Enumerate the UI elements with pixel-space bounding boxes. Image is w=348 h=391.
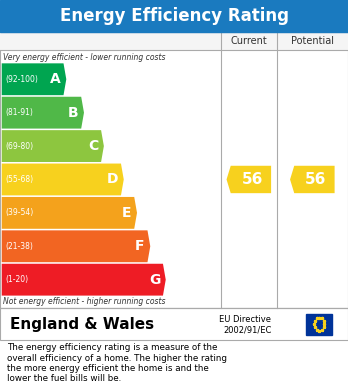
Text: 56: 56 <box>242 172 263 187</box>
Text: 56: 56 <box>305 172 326 187</box>
Text: C: C <box>88 139 98 153</box>
Polygon shape <box>2 230 150 262</box>
Text: England & Wales: England & Wales <box>10 317 155 332</box>
Point <box>219 30 223 34</box>
Polygon shape <box>2 63 66 95</box>
Text: Not energy efficient - higher running costs: Not energy efficient - higher running co… <box>3 296 166 306</box>
Polygon shape <box>2 130 104 162</box>
Text: A: A <box>50 72 61 86</box>
Polygon shape <box>290 166 335 193</box>
Point <box>219 306 223 310</box>
Text: Current: Current <box>230 36 267 46</box>
Bar <box>0 32 348 308</box>
Polygon shape <box>2 264 166 296</box>
Bar <box>0 32 348 50</box>
Point <box>275 306 279 310</box>
Text: Energy Efficiency Rating: Energy Efficiency Rating <box>60 7 288 25</box>
Text: D: D <box>107 172 118 187</box>
Text: The energy efficiency rating is a measure of the
overall efficiency of a home. T: The energy efficiency rating is a measur… <box>7 343 227 384</box>
Text: G: G <box>149 273 160 287</box>
Text: B: B <box>68 106 78 120</box>
Text: Very energy efficient - lower running costs: Very energy efficient - lower running co… <box>3 53 166 62</box>
Polygon shape <box>227 166 271 193</box>
Bar <box>0 0 348 32</box>
Text: (69-80): (69-80) <box>5 142 33 151</box>
Text: (81-91): (81-91) <box>5 108 33 117</box>
Text: 2002/91/EC: 2002/91/EC <box>223 325 271 334</box>
Text: (1-20): (1-20) <box>5 275 28 284</box>
Bar <box>306 314 332 335</box>
Polygon shape <box>2 97 84 129</box>
Polygon shape <box>2 197 137 229</box>
Text: (21-38): (21-38) <box>5 242 33 251</box>
Text: E: E <box>122 206 132 220</box>
Text: EU Directive: EU Directive <box>220 315 271 324</box>
Text: (92-100): (92-100) <box>5 75 38 84</box>
Polygon shape <box>2 163 124 196</box>
Bar <box>0 308 348 340</box>
Text: (55-68): (55-68) <box>5 175 33 184</box>
Text: (39-54): (39-54) <box>5 208 33 217</box>
Point <box>275 30 279 34</box>
Text: F: F <box>135 239 145 253</box>
Text: Potential: Potential <box>291 36 334 46</box>
